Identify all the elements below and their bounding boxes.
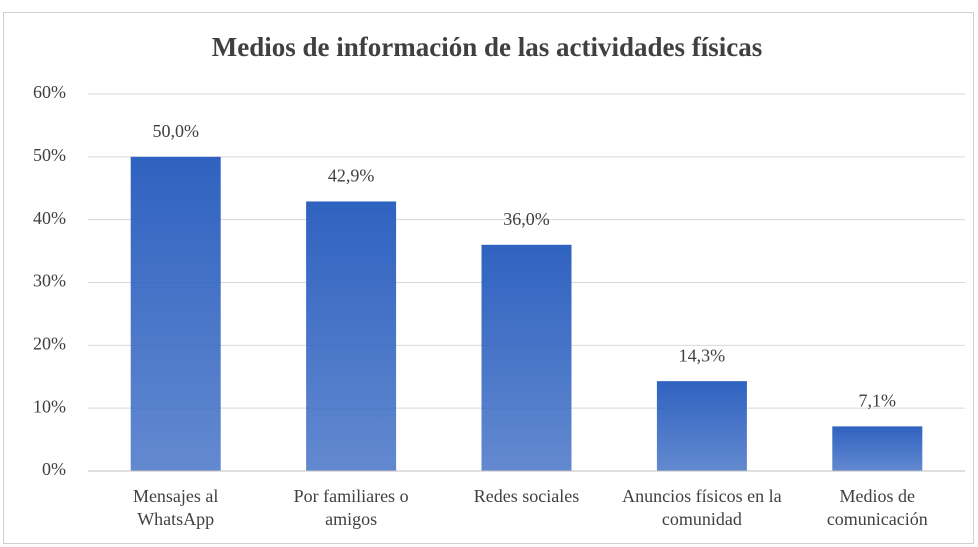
x-tick-label: Medios de comunicación	[826, 486, 928, 529]
y-tick-label: 30%	[33, 271, 66, 291]
data-label: 14,3%	[679, 345, 726, 365]
y-tick-label: 40%	[33, 208, 66, 228]
bar	[832, 426, 923, 471]
y-tick-label: 10%	[33, 396, 66, 416]
data-label: 36,0%	[503, 209, 550, 229]
y-tick-label: 20%	[33, 333, 66, 353]
x-tick-label: Redes sociales	[473, 486, 580, 506]
data-label: 50,0%	[152, 121, 199, 141]
bar	[130, 156, 221, 472]
x-tick-label: Anuncios físicos en la comunidad	[622, 486, 782, 529]
bar	[656, 381, 747, 471]
y-tick-label: 50%	[33, 145, 66, 165]
bar	[481, 244, 572, 471]
x-tick-label: Mensajes al WhatsApp	[132, 486, 219, 529]
data-label: 42,9%	[328, 166, 375, 186]
y-tick-label: 0%	[42, 459, 66, 479]
y-tick-label: 60%	[33, 82, 66, 102]
chart-title: Medios de información de las actividades…	[212, 32, 762, 62]
x-tick-label: Por familiares o amigos	[293, 486, 409, 529]
data-label: 7,1%	[859, 391, 897, 411]
bar	[306, 201, 397, 471]
